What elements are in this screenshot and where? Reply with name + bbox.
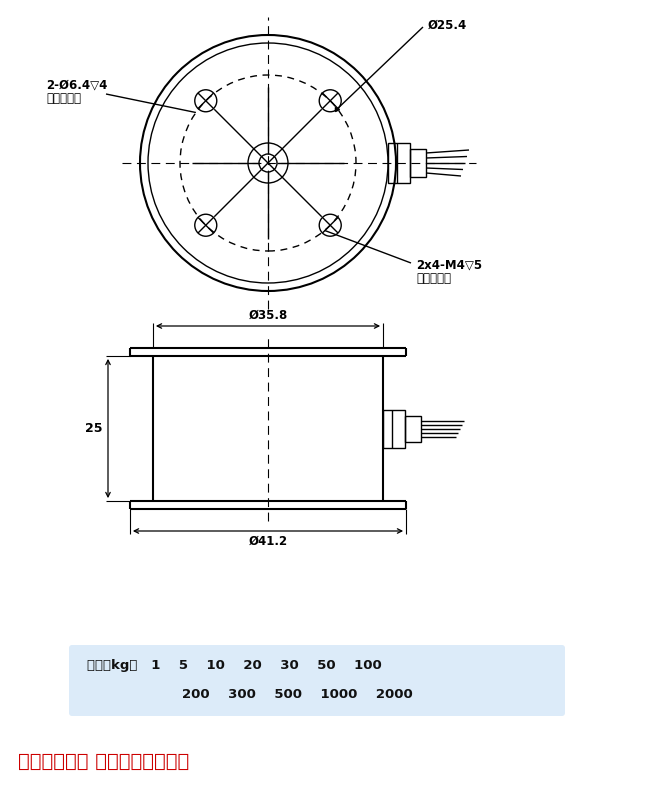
Text: Ø41.2: Ø41.2 xyxy=(249,535,287,548)
Text: 上下面对称: 上下面对称 xyxy=(416,272,451,285)
Text: Ø35.8: Ø35.8 xyxy=(248,309,287,322)
Text: 量程（kg）   1    5    10    20    30    50    100: 量程（kg） 1 5 10 20 30 50 100 xyxy=(87,659,382,672)
Text: 2-Ø6.4▽4: 2-Ø6.4▽4 xyxy=(46,78,107,91)
Bar xyxy=(388,143,410,183)
Text: 2x4-M4▽5: 2x4-M4▽5 xyxy=(416,258,482,271)
Text: 注：可选量程 外形尺寸一样大。: 注：可选量程 外形尺寸一样大。 xyxy=(18,752,189,770)
Bar xyxy=(410,149,426,177)
Bar xyxy=(405,415,421,441)
FancyBboxPatch shape xyxy=(69,645,565,716)
Text: Ø25.4: Ø25.4 xyxy=(428,19,467,32)
Text: 200    300    500    1000    2000: 200 300 500 1000 2000 xyxy=(182,689,413,702)
Bar xyxy=(383,410,405,448)
Text: 25: 25 xyxy=(85,422,103,435)
Text: 上下面对称: 上下面对称 xyxy=(46,92,81,105)
